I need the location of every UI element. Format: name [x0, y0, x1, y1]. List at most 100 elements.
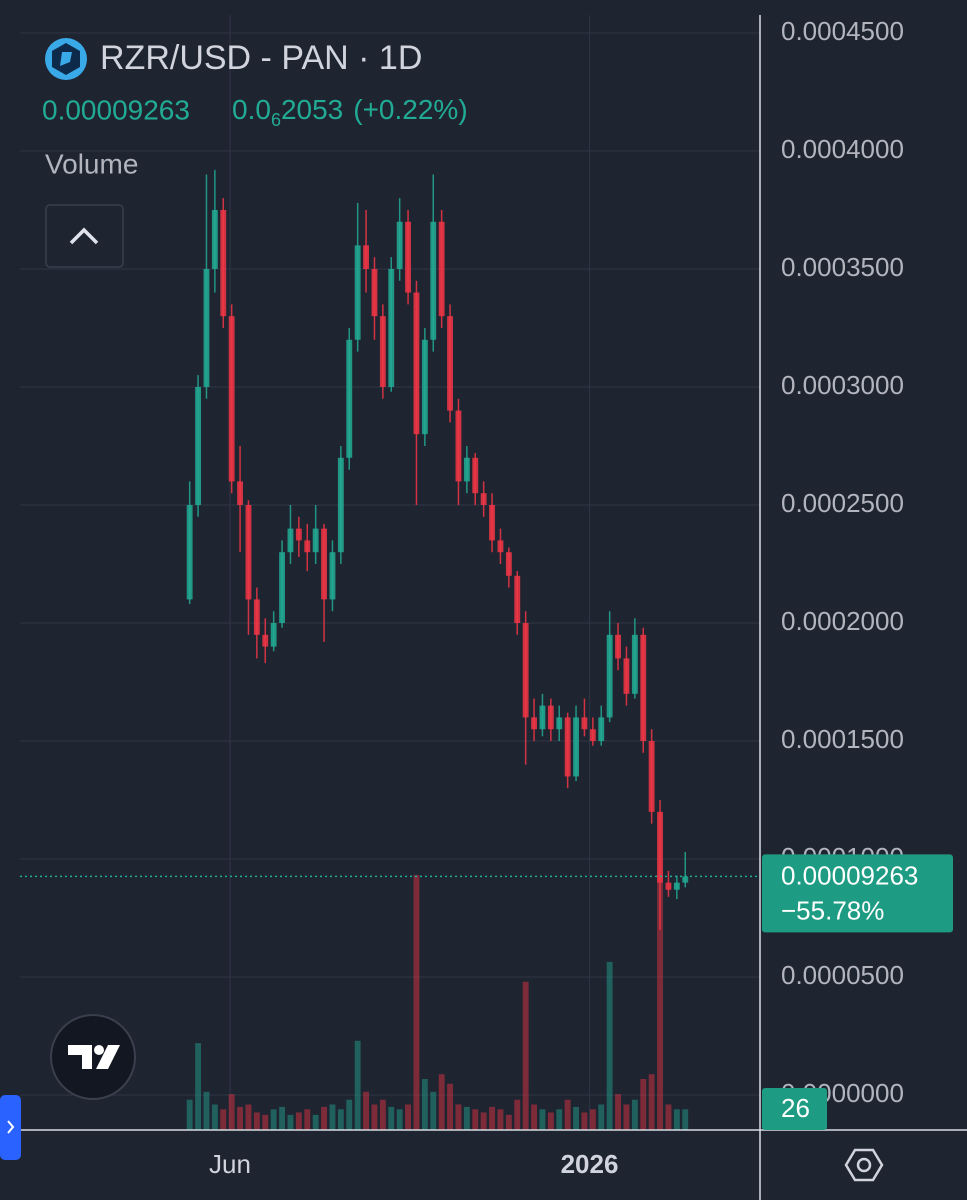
candle-body	[665, 882, 672, 890]
volume-bar	[539, 1109, 546, 1130]
candle-body	[304, 540, 311, 553]
candle-body	[270, 623, 277, 647]
volume-bar	[547, 1112, 554, 1130]
volume-bar	[363, 1091, 370, 1130]
volume-bar	[287, 1114, 294, 1130]
candle-body	[262, 634, 269, 647]
candle-body	[514, 575, 521, 624]
volume-bar	[615, 1094, 621, 1130]
candle-body	[682, 876, 689, 883]
candle-body	[564, 717, 571, 777]
candle-body	[195, 386, 202, 505]
volume-bar	[312, 1114, 319, 1130]
candle-body	[657, 811, 663, 883]
y-tick-label: 0.0004000	[781, 134, 904, 164]
volume-bar	[489, 1106, 495, 1130]
y-tick-label: 0.0004500	[781, 16, 904, 46]
grid	[20, 15, 760, 1130]
price-label: 0.00009263	[781, 860, 918, 890]
candle-body	[220, 209, 227, 317]
candle-body	[421, 339, 428, 435]
volume-bar	[220, 1109, 227, 1130]
volume-bar	[371, 1104, 378, 1130]
volume-bar	[623, 1104, 630, 1130]
volume-bar	[295, 1112, 302, 1130]
volume-bar	[522, 981, 529, 1130]
volume-bar	[379, 1099, 386, 1130]
volume-bar	[631, 1099, 638, 1130]
volume-bar	[186, 1099, 193, 1130]
change-subscript: 6	[271, 110, 281, 130]
volume-label-box	[762, 1088, 827, 1130]
candle-body	[354, 245, 361, 340]
x-tick-label: 2026	[561, 1149, 619, 1179]
candle-body	[279, 552, 286, 624]
y-tick-label: 0.0001500	[781, 724, 904, 754]
candle-body	[363, 245, 370, 269]
settings-button[interactable]	[844, 1148, 884, 1182]
volume-bar	[321, 1106, 328, 1130]
volume-bar	[354, 1040, 361, 1130]
overlay: 0.00009263 −55.78% 26	[20, 854, 953, 1130]
tradingview-logo[interactable]	[50, 1014, 136, 1100]
candle-body	[640, 634, 647, 742]
volume-layer	[186, 875, 689, 1130]
volume-bar	[598, 1104, 605, 1130]
price-change-label: −55.78%	[781, 895, 884, 925]
candle-body	[321, 528, 328, 600]
candle-body	[505, 552, 512, 576]
volume-bar	[253, 1112, 260, 1130]
volume-bar	[581, 1112, 588, 1130]
volume-bar	[211, 1104, 218, 1130]
volume-bar	[262, 1114, 269, 1130]
last-price: 0.00009263	[42, 94, 190, 125]
candle-body	[623, 658, 630, 694]
candle-body	[497, 540, 504, 553]
candle-body	[472, 457, 479, 494]
candle-layer	[186, 169, 689, 930]
volume-bar	[405, 1104, 411, 1130]
candle-body	[556, 717, 563, 730]
volume-bar	[657, 875, 663, 1130]
volume-bar	[455, 1104, 462, 1130]
volume-bar	[329, 1104, 336, 1130]
volume-bar	[682, 1109, 689, 1130]
volume-bar	[640, 1079, 647, 1130]
candle-body	[253, 599, 260, 635]
volume-bar	[388, 1106, 395, 1130]
candle-body	[337, 457, 344, 553]
side-panel-tab[interactable]	[0, 1095, 21, 1160]
change-prefix: 0.0	[232, 94, 271, 125]
axis-labels: 0.00000000.00005000.00010000.00015000.00…	[209, 16, 904, 1179]
change-digits: 2053	[281, 94, 343, 125]
candle-body	[211, 209, 218, 269]
volume-bar	[531, 1104, 537, 1130]
candle-body	[648, 741, 655, 812]
volume-label: 26	[781, 1093, 810, 1123]
volume-bar	[573, 1106, 579, 1130]
candle-body	[379, 316, 386, 387]
volume-bar	[228, 1094, 235, 1130]
candle-body	[539, 705, 546, 730]
volume-bar	[237, 1106, 244, 1130]
volume-title: Volume	[45, 148, 138, 179]
volume-bar	[606, 961, 613, 1130]
candle-body	[489, 504, 495, 541]
candle-body	[598, 717, 605, 742]
candle-body	[186, 504, 193, 600]
symbol-logo	[45, 38, 87, 80]
candle-body	[615, 634, 621, 659]
volume-bar	[463, 1106, 470, 1130]
change-percent: (+0.22%)	[353, 94, 467, 125]
candle-body	[547, 705, 554, 730]
volume-bar	[665, 1104, 672, 1130]
candle-body	[329, 552, 336, 600]
collapse-button[interactable]	[45, 204, 124, 268]
y-tick-label: 0.0003500	[781, 252, 904, 282]
candle-body	[447, 316, 453, 411]
volume-bar	[480, 1112, 487, 1130]
volume-bar	[245, 1104, 252, 1130]
candle-body	[396, 221, 403, 269]
